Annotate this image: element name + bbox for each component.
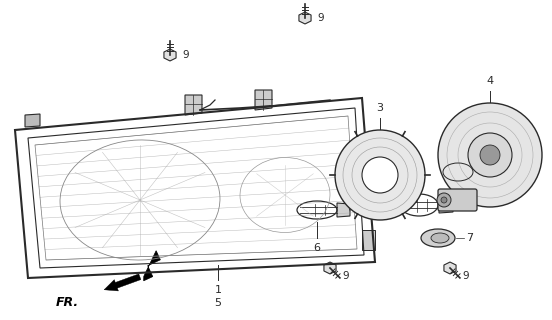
Polygon shape (164, 49, 176, 61)
Polygon shape (185, 95, 202, 115)
Polygon shape (144, 251, 160, 281)
Text: 1: 1 (215, 285, 221, 295)
Circle shape (362, 157, 398, 193)
Text: 3: 3 (376, 103, 384, 113)
Polygon shape (324, 262, 336, 274)
Text: 5: 5 (215, 298, 221, 308)
FancyBboxPatch shape (438, 189, 477, 211)
Polygon shape (255, 90, 272, 110)
Polygon shape (362, 230, 375, 250)
Text: FR.: FR. (56, 295, 79, 308)
Text: 9: 9 (182, 50, 189, 60)
Polygon shape (299, 12, 311, 24)
Circle shape (468, 133, 512, 177)
Text: 9: 9 (342, 271, 349, 281)
Circle shape (438, 103, 542, 207)
Ellipse shape (421, 229, 455, 247)
Text: 6: 6 (314, 243, 321, 253)
Circle shape (441, 197, 447, 203)
Text: 8: 8 (492, 193, 499, 203)
Polygon shape (444, 262, 456, 274)
Ellipse shape (431, 233, 449, 243)
Circle shape (480, 145, 500, 165)
Polygon shape (104, 274, 141, 291)
Text: 9: 9 (462, 271, 469, 281)
Polygon shape (337, 203, 350, 217)
Circle shape (335, 130, 425, 220)
Text: 9: 9 (317, 13, 323, 23)
Circle shape (437, 193, 451, 207)
Polygon shape (25, 114, 40, 127)
Polygon shape (439, 197, 453, 213)
Text: 2: 2 (457, 162, 464, 172)
Text: 4: 4 (486, 76, 493, 86)
Text: 7: 7 (466, 233, 473, 243)
